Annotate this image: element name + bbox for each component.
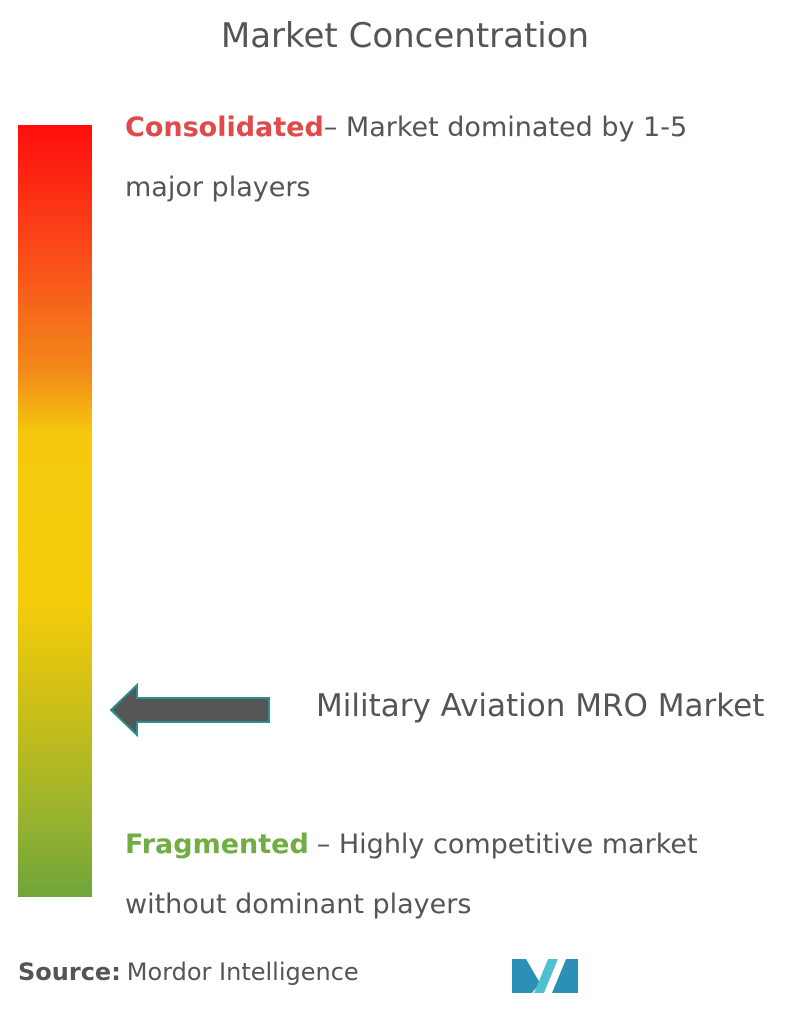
concentration-gradient — [18, 125, 92, 897]
source-text: Mordor Intelligence — [126, 958, 359, 986]
source: Source: Mordor Intelligence — [18, 958, 359, 986]
title: Market Concentration — [220, 16, 590, 56]
consolidated-description: – Market dominated by 1-5 major players — [125, 112, 688, 203]
consolidated-text: Consolidated– Market dominated by 1-5 ma… — [125, 98, 725, 218]
logo — [512, 959, 578, 993]
source-label: Source: — [18, 958, 121, 986]
arrow — [109, 682, 270, 738]
fragmented-description: – Highly competitive market without domi… — [125, 829, 698, 920]
market-label: Military Aviation MRO Market — [316, 688, 765, 724]
fragmented-label: Fragmented — [125, 829, 309, 860]
arrow-shape — [109, 682, 270, 738]
logo-part — [512, 959, 540, 993]
consolidated-label: Consolidated — [125, 112, 324, 143]
fragmented-text: Fragmented – Highly competitive market wi… — [125, 815, 725, 935]
logo-part — [552, 959, 578, 993]
logo-part — [534, 959, 558, 993]
